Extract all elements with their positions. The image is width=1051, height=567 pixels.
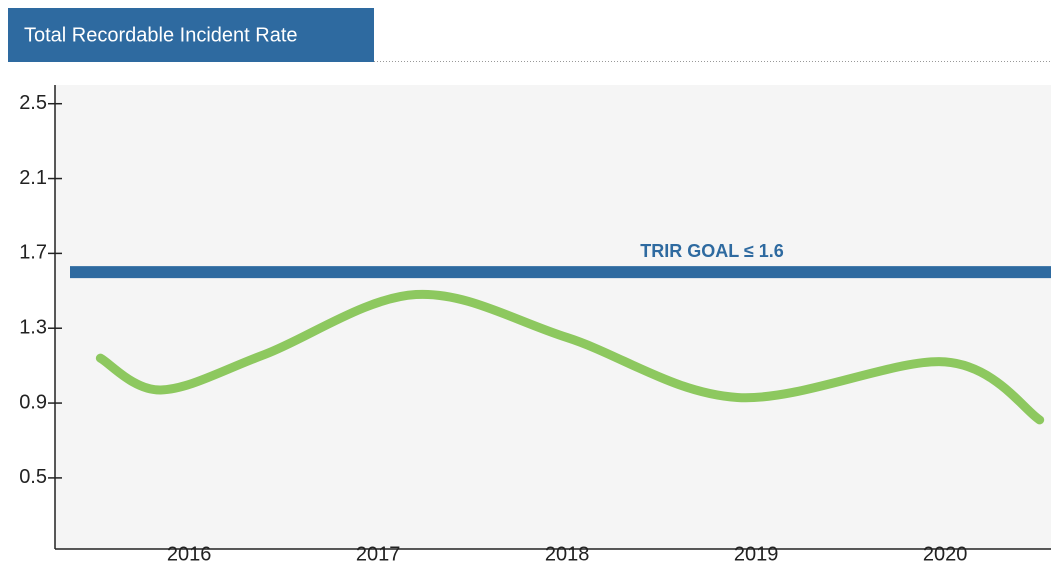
y-tick-label: 0.5 — [19, 466, 47, 488]
y-tick-label: 1.7 — [19, 242, 47, 264]
x-tick-label: 2019 — [734, 543, 779, 565]
y-tick-label: 2.5 — [19, 92, 47, 114]
x-tick-label: 2017 — [356, 543, 401, 565]
plot-area — [55, 85, 1051, 549]
line-series — [95, 289, 1045, 425]
y-tick-label: 0.9 — [19, 391, 47, 413]
x-tick-label: 2016 — [167, 543, 212, 565]
y-tick-label: 2.1 — [19, 167, 47, 189]
y-tick-label: 1.3 — [19, 317, 47, 339]
x-tick-label: 2020 — [923, 543, 968, 565]
goal-label: TRIR GOAL ≤ 1.6 — [640, 241, 784, 261]
chart-title: Total Recordable Incident Rate — [24, 24, 298, 46]
x-tick-label: 2018 — [545, 543, 590, 565]
title-tab — [8, 8, 374, 62]
